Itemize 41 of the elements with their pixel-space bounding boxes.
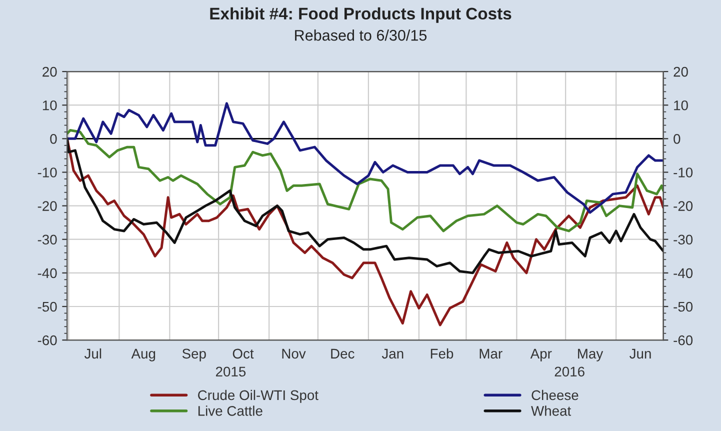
legend-label: Crude Oil-WTI Spot [198,390,318,403]
y2-tick-label: -10 [674,168,693,178]
x-tick-label: Oct [232,348,254,359]
x-tick-label: Dec [331,348,354,359]
legend-label: Cheese [532,390,578,400]
x-tick-label: Mar [480,348,502,359]
x-tick-label: Jun [630,348,651,359]
y2-tick-label: -50 [674,302,693,312]
y2-tick-label: -40 [674,268,693,278]
y-tick-label: -50 [38,302,57,312]
line-series [67,129,664,232]
line-series [67,102,664,214]
y2-tick-label: 20 [674,66,688,77]
y-tick-label: -30 [38,234,57,245]
legend-label: Wheat [531,406,572,416]
chart-title: Exhibit #4: Food Products Input Costs [210,7,512,23]
text: 2015 [216,366,246,377]
line-series [67,137,664,274]
x-tick-label: Jul [84,348,102,359]
y-tick-label: -60 [38,335,57,346]
legend-label: Live Cattle [198,406,262,416]
y2-tick-label: -30 [674,234,693,245]
x-tick-label: Sep [182,348,206,362]
y-tick-label: -40 [38,268,57,278]
x-tick-label: May [578,348,604,362]
chart-subtitle: Rebased to 6/30/15 [295,30,427,41]
x-tick-label: Nov [282,348,306,359]
y-tick-label: 0 [50,134,57,144]
x-tick-label: Aug [131,348,156,362]
x-tick-label: Apr [530,348,552,362]
y2-tick-label: -20 [674,201,693,211]
text: 2016 [554,366,584,377]
y2-tick-label: -60 [674,335,693,346]
y-tick-label: -20 [38,201,57,211]
x-tick-label: Jan [382,348,404,359]
y-tick-label: 10 [42,100,57,110]
y2-tick-label: 0 [674,134,680,144]
y-tick-label: -10 [38,168,57,178]
y2-tick-label: 10 [674,100,688,110]
y-tick-label: 20 [42,66,57,77]
x-tick-label: Feb [430,348,454,359]
